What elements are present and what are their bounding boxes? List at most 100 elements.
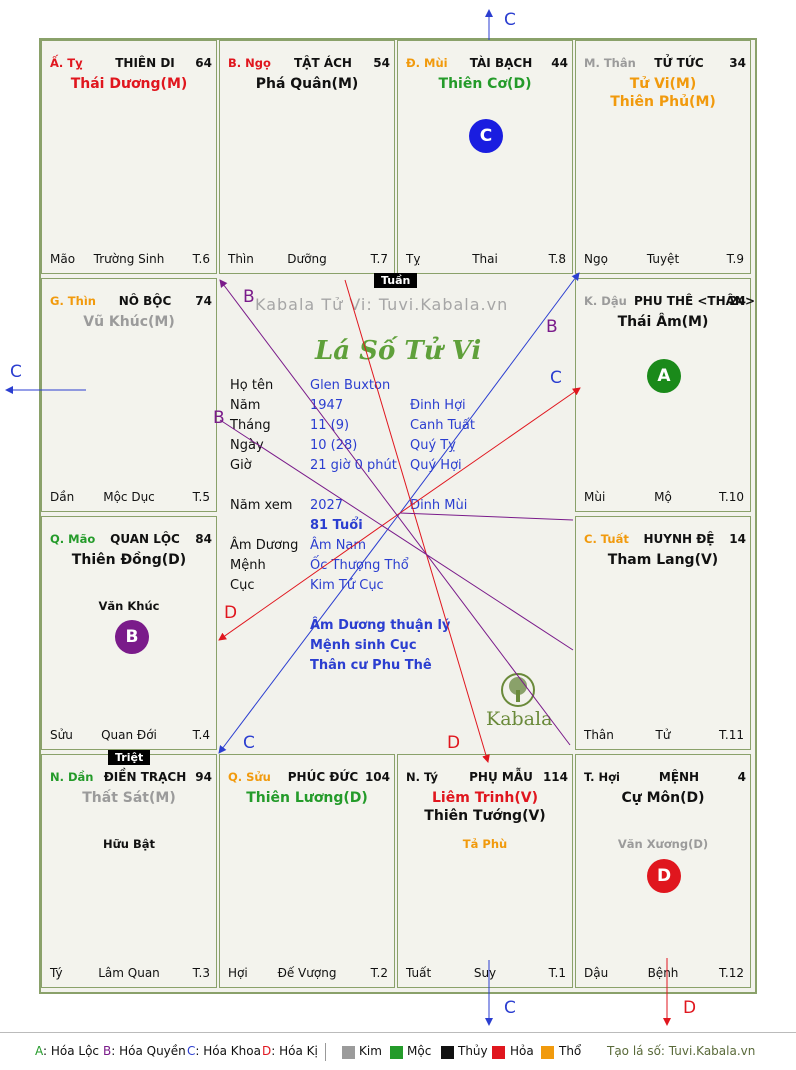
palace-age: 84: [195, 532, 212, 546]
legend-bar: A: Hóa Lộc B: Hóa Quyền C: Hóa Khoa D: H…: [0, 1032, 796, 1069]
major-stars: Thái Âm(M): [576, 313, 750, 331]
legend-thuy: Thủy: [458, 1044, 488, 1058]
tuoi-value: 81 Tuổi: [310, 518, 363, 533]
life-stage: Bệnh: [647, 966, 679, 980]
palace-stem-branch: N. Tý: [406, 770, 438, 784]
palace-stem-branch: B. Ngọ: [228, 56, 271, 70]
life-stage: Trường Sinh: [93, 252, 165, 266]
major-star: Tử Vi(M): [629, 76, 697, 92]
minor-star: Văn Xương(D): [617, 837, 709, 851]
palace-name: TÀI BẠCH: [469, 56, 533, 70]
palace-cell-than[interactable]: M. Thân TỬ TỨC 34 Tử Vi(M) Thiên Phủ(M) Ngọ Tu…: [575, 40, 751, 274]
major-star: Thiên Phủ(M): [610, 94, 716, 110]
palace-name: PHÚC ĐỨC: [287, 770, 359, 784]
palace-stem-branch: T. Hợi: [584, 770, 620, 784]
arrow-label-d-left: D: [224, 603, 238, 623]
cycle-branch: Ngọ: [584, 252, 608, 266]
palace-stem-branch: Ấ. Tỵ: [50, 56, 83, 70]
palace-cell-dau[interactable]: K. Dậu PHU THÊ <THÂN> 24 Thái Âm(M) Mùi Mộ T.1…: [575, 278, 755, 512]
major-stars: Thái Dương(M): [42, 75, 216, 93]
palace-cell-tuat[interactable]: C. Tuất HUYNH ĐỆ 14 Tham Lang(V) Thân Tử T.11: [575, 516, 751, 750]
palace-age: 114: [542, 770, 568, 784]
major-stars: Phá Quân(M): [220, 75, 394, 93]
life-stage: Tử: [655, 728, 671, 742]
month-number: T.5: [192, 490, 210, 504]
major-star: Thất Sát(M): [82, 790, 176, 806]
palace-stem-branch: K. Dậu: [584, 294, 627, 308]
arrow-label-d-bottom: D: [447, 733, 461, 753]
palace-cell-dan[interactable]: N. Dần ĐIỀN TRẠCH 94 Thất Sát(M) Hữu Bật Tý Lâ…: [41, 754, 217, 988]
palace-age: 44: [551, 56, 568, 70]
palace-cell-thin[interactable]: G. Thìn NÔ BỘC 74 Vũ Khúc(M) Dần Mộc Dục T.5: [41, 278, 217, 512]
major-stars: Thiên Đồng(D): [42, 551, 216, 569]
legend-swatch-moc: [390, 1046, 403, 1059]
arrow-label-d-corner: D: [683, 998, 697, 1018]
namxem-can: Đinh Mùi: [410, 498, 468, 513]
palace-stem-branch: C. Tuất: [584, 532, 629, 546]
month-number: T.8: [548, 252, 566, 266]
minor-stars: Văn Khúc: [42, 599, 216, 613]
legend-site-link[interactable]: Tạo lá số: Tuvi.Kabala.vn: [607, 1044, 756, 1058]
palace-cell-ty[interactable]: Ấ. Tỵ THIÊN DI 64 Thái Dương(M) Mão Trường Si…: [41, 40, 217, 274]
cycle-branch: Tý: [50, 966, 63, 980]
chart-title: Lá Số Tử Vi: [315, 336, 482, 366]
kabala-tree-icon: [501, 673, 535, 707]
ngay-label: Ngày: [230, 438, 264, 453]
palace-age: 4: [737, 770, 746, 784]
minor-stars: Hữu Bật: [42, 837, 216, 851]
palace-cell-ngo[interactable]: B. Ngọ TẬT ÁCH 54 Phá Quân(M) Thìn Dưỡng T.7: [219, 40, 395, 274]
palace-stem-branch: Đ. Mùi: [406, 56, 448, 70]
month-number: T.1: [548, 966, 566, 980]
palace-name: NÔ BỘC: [118, 294, 172, 308]
major-stars: Tham Lang(V): [576, 551, 750, 569]
palace-cell-mui[interactable]: Đ. Mùi TÀI BẠCH 44 Thiên Cơ(D) Tỵ Thai T.8: [397, 40, 573, 274]
major-stars: Thất Sát(M): [42, 789, 216, 807]
life-stage: Thai: [472, 252, 498, 266]
cycle-branch: Hợi: [228, 966, 248, 980]
legend-swatch-thuy: [441, 1046, 454, 1059]
month-number: T.10: [719, 490, 744, 504]
kabala-brand: Kabala: [486, 708, 553, 730]
major-stars: Liêm Trinh(V) Thiên Tướng(V): [398, 789, 572, 825]
month-number: T.9: [726, 252, 744, 266]
gio-can: Quý Hợi: [410, 458, 462, 473]
major-star: Thái Dương(M): [70, 76, 188, 92]
cycle-branch: Sửu: [50, 728, 73, 742]
palace-name: HUYNH ĐỆ: [643, 532, 715, 546]
major-star: Tham Lang(V): [607, 552, 719, 568]
namxem-value: 2027: [310, 498, 344, 513]
arrow-label-c-right: C: [550, 368, 562, 388]
arrow-label-b-right: B: [546, 317, 558, 337]
arrow-label-c-top: C: [504, 10, 516, 30]
legend-moc: Mộc: [407, 1044, 432, 1058]
nam-label: Năm: [230, 398, 261, 413]
legend-hoa-khoa: C: Hóa Khoa: [187, 1044, 261, 1058]
minor-star: Tả Phù: [462, 837, 508, 851]
palace-cell-tyr[interactable]: N. Tý PHỤ MẪU 114 Liêm Trinh(V) Thiên Tướng(…: [397, 754, 573, 988]
major-stars: Vũ Khúc(M): [42, 313, 216, 331]
palace-name: QUAN LỘC: [110, 532, 180, 546]
major-stars: Thiên Cơ(D): [398, 75, 572, 93]
tuan-badge: Tuần: [374, 273, 418, 288]
month-number: T.2: [370, 966, 388, 980]
menh-value: Ốc Thượng Thổ: [310, 558, 409, 573]
cycle-branch: Dần: [50, 490, 75, 504]
ho-ten-label: Họ tên: [230, 378, 274, 393]
cycle-branch: Dậu: [584, 966, 609, 980]
palace-age: 24: [729, 294, 746, 308]
minor-star: Văn Khúc: [98, 599, 160, 613]
palace-cell-suu[interactable]: Q. Sửu PHÚC ĐỨC 104 Thiên Lương(D) Hợi Đế Vượ…: [219, 754, 395, 988]
palace-age: 74: [195, 294, 212, 308]
note-3: Thân cư Phu Thê: [310, 658, 432, 673]
major-star: Thái Âm(M): [617, 314, 709, 330]
palace-stem-branch: M. Thân: [584, 56, 636, 70]
cuc-value: Kim Tứ Cục: [310, 578, 384, 593]
cuc-label: Cục: [230, 578, 255, 593]
palace-name: THIÊN DI: [115, 56, 175, 70]
major-star: Phá Quân(M): [255, 76, 359, 92]
life-stage: Tuyệt: [646, 252, 680, 266]
month-number: T.4: [192, 728, 210, 742]
cycle-branch: Tỵ: [406, 252, 421, 266]
circle-d: D: [647, 859, 681, 893]
month-number: T.6: [192, 252, 210, 266]
